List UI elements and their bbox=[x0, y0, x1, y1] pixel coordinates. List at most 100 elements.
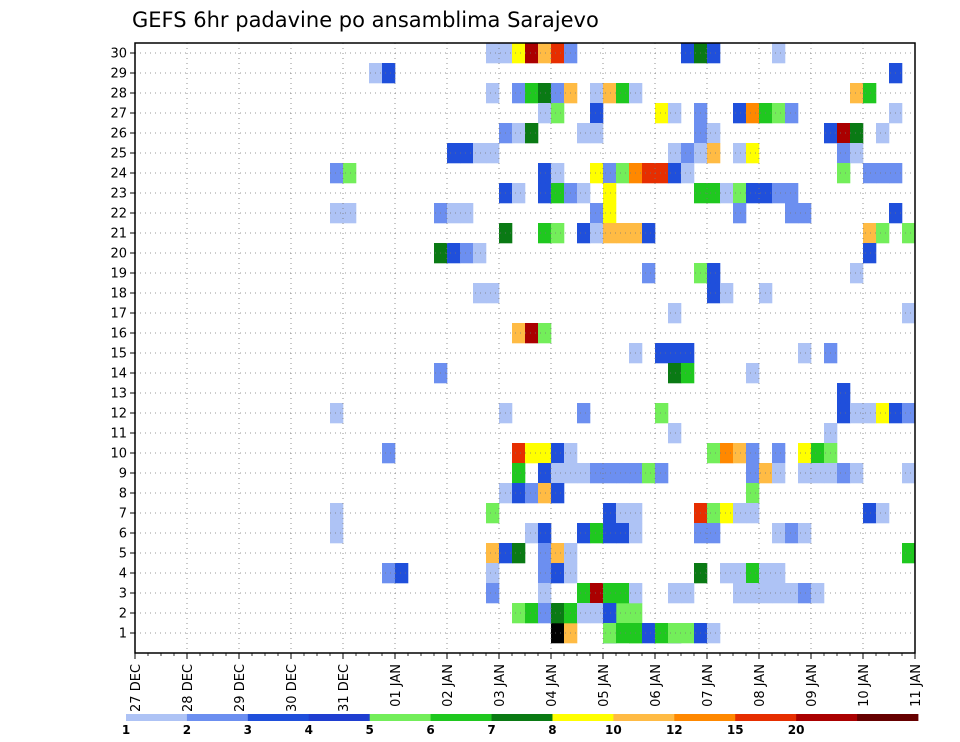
heatmap-cell bbox=[746, 103, 760, 124]
heatmap-cell bbox=[863, 83, 877, 104]
heatmap-cell bbox=[512, 323, 526, 344]
heatmap-cell bbox=[837, 143, 851, 164]
heatmap-cell bbox=[447, 243, 461, 264]
heatmap-cell bbox=[798, 523, 812, 544]
colorbar-label: 7 bbox=[487, 723, 495, 737]
heatmap-cell bbox=[668, 143, 682, 164]
heatmap-cell bbox=[538, 603, 552, 624]
colorbar-swatch bbox=[735, 714, 797, 721]
heatmap-cell bbox=[746, 583, 760, 604]
y-tick-label: 6 bbox=[119, 527, 127, 542]
heatmap-cell bbox=[837, 163, 851, 184]
heatmap-cell bbox=[707, 123, 721, 144]
heatmap-cell bbox=[707, 523, 721, 544]
heatmap-cell bbox=[668, 623, 682, 644]
heatmap-cell bbox=[681, 43, 695, 64]
heatmap-cell bbox=[538, 103, 552, 124]
heatmap-cell bbox=[837, 383, 851, 404]
y-tick-label: 19 bbox=[110, 267, 127, 282]
heatmap-cell bbox=[902, 463, 916, 484]
heatmap-cell bbox=[538, 83, 552, 104]
colorbar-swatch bbox=[126, 714, 188, 721]
heatmap-cell bbox=[655, 463, 669, 484]
heatmap-cell bbox=[525, 603, 539, 624]
heatmap-cell bbox=[720, 563, 734, 584]
heatmap-cell bbox=[876, 163, 890, 184]
heatmap-cell bbox=[395, 563, 409, 584]
heatmap-cell bbox=[590, 103, 604, 124]
heatmap-cell bbox=[798, 583, 812, 604]
heatmap-cell bbox=[551, 443, 565, 464]
heatmap-cell bbox=[863, 243, 877, 264]
heatmap-cell bbox=[733, 183, 747, 204]
heatmap-cell bbox=[720, 183, 734, 204]
heatmap-cell bbox=[512, 443, 526, 464]
heatmap-cell bbox=[538, 323, 552, 344]
colorbar-swatch bbox=[308, 714, 371, 721]
y-axis: 1234567891011121314151617181920212223242… bbox=[110, 47, 135, 642]
x-tick-label: 01 JAN bbox=[389, 664, 404, 707]
heatmap-cell bbox=[655, 403, 669, 424]
heatmap-cell bbox=[486, 83, 500, 104]
heatmap-cell bbox=[642, 263, 656, 284]
heatmap-cell bbox=[772, 463, 786, 484]
heatmap-cell bbox=[330, 523, 344, 544]
heatmap-cell bbox=[512, 543, 526, 564]
x-tick-label: 30 DEC bbox=[285, 664, 300, 712]
heatmap-cell bbox=[512, 483, 526, 504]
heatmap-cell bbox=[551, 83, 565, 104]
heatmap-cell bbox=[681, 583, 695, 604]
y-tick-label: 27 bbox=[110, 107, 127, 122]
colorbar-swatch bbox=[613, 714, 675, 721]
heatmap-cell bbox=[772, 523, 786, 544]
colorbar-label: 12 bbox=[666, 723, 683, 737]
heatmap-cell bbox=[681, 343, 695, 364]
heatmap-cell bbox=[577, 223, 591, 244]
heatmap-cell bbox=[486, 43, 500, 64]
heatmap-cell bbox=[798, 443, 812, 464]
heatmap-cell bbox=[733, 503, 747, 524]
colorbar-label: 6 bbox=[426, 723, 434, 737]
heatmap-cell bbox=[551, 623, 565, 644]
heatmap-cell bbox=[772, 583, 786, 604]
heatmap-cell bbox=[603, 503, 617, 524]
heatmap-cell bbox=[486, 563, 500, 584]
heatmap-cell bbox=[538, 223, 552, 244]
heatmap-cell bbox=[668, 303, 682, 324]
heatmap-cell bbox=[590, 523, 604, 544]
heatmap-cell bbox=[733, 203, 747, 224]
y-tick-label: 16 bbox=[110, 327, 127, 342]
x-tick-label: 08 JAN bbox=[753, 664, 768, 707]
heatmap-cell bbox=[876, 403, 890, 424]
heatmap-cell bbox=[330, 503, 344, 524]
heatmap-cell bbox=[616, 223, 630, 244]
heatmap-cell bbox=[668, 343, 682, 364]
heatmap-cell bbox=[525, 43, 539, 64]
heatmap-cell bbox=[551, 543, 565, 564]
heatmap-cell bbox=[746, 443, 760, 464]
heatmap-cell bbox=[512, 463, 526, 484]
heatmap-cell bbox=[590, 163, 604, 184]
y-tick-label: 23 bbox=[110, 187, 127, 202]
heatmap-cell bbox=[603, 603, 617, 624]
x-tick-label: 31 DEC bbox=[337, 664, 352, 712]
heatmap-cell bbox=[447, 143, 461, 164]
heatmap-cell bbox=[590, 223, 604, 244]
x-tick-label: 28 DEC bbox=[181, 664, 196, 712]
heatmap-cell bbox=[733, 563, 747, 584]
heatmap-cell bbox=[798, 203, 812, 224]
heatmap-cell bbox=[785, 523, 799, 544]
heatmap-cell bbox=[538, 543, 552, 564]
heatmap-cell bbox=[551, 603, 565, 624]
heatmap-cell bbox=[798, 463, 812, 484]
y-tick-label: 8 bbox=[119, 487, 127, 502]
heatmap-cell bbox=[538, 183, 552, 204]
heatmap-cell bbox=[668, 583, 682, 604]
y-tick-label: 28 bbox=[110, 87, 127, 102]
heatmap-cell bbox=[473, 283, 487, 304]
heatmap-cell bbox=[460, 143, 474, 164]
heatmap-cell bbox=[603, 163, 617, 184]
heatmap-cell bbox=[850, 83, 864, 104]
colorbar-label: 5 bbox=[366, 723, 374, 737]
colorbar-swatch bbox=[369, 714, 432, 721]
